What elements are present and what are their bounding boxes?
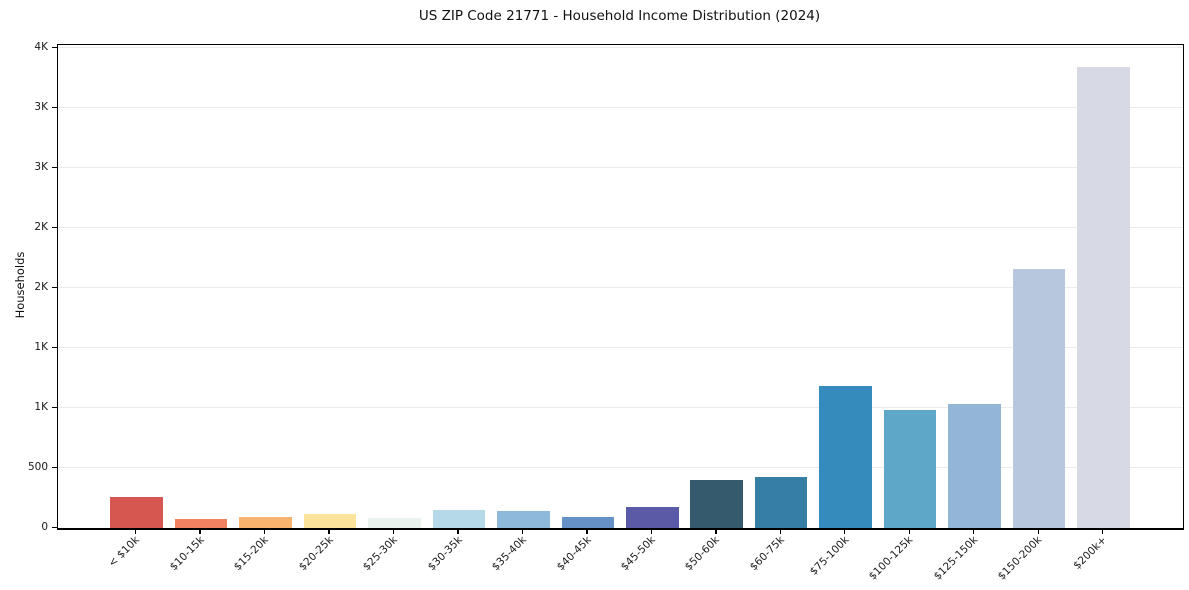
y-tick-label: 3K — [34, 161, 48, 173]
gridline — [58, 227, 1183, 228]
y-tick-label: 0 — [41, 521, 48, 533]
bar-$40-45k — [561, 517, 615, 528]
bar-$150-200k — [1012, 268, 1066, 528]
bar-$35-40k — [497, 510, 550, 528]
x-tick-mark — [199, 529, 201, 534]
bar-$20-25k — [303, 514, 357, 528]
x-tick-mark — [844, 529, 846, 534]
x-tick-mark — [779, 529, 781, 534]
gridline — [58, 107, 1183, 108]
bar-$100-125k — [883, 409, 937, 528]
y-tick-label: 2K — [34, 221, 48, 233]
y-tick-mark — [52, 466, 57, 468]
y-tick-mark — [52, 166, 57, 168]
bar-$10-15k — [174, 519, 228, 528]
y-tick-mark — [52, 526, 57, 528]
x-tick-mark — [715, 529, 717, 534]
y-tick-label: 3K — [34, 101, 48, 113]
y-tick-mark — [52, 106, 57, 108]
y-tick-label: 2K — [34, 281, 48, 293]
gridline — [58, 347, 1183, 348]
bar-$125-150k — [948, 403, 1001, 528]
bar-$200k+ — [1077, 67, 1130, 528]
bar-$25-30k — [368, 517, 421, 528]
x-tick-mark — [1037, 529, 1039, 534]
y-tick-label: 4K — [34, 41, 48, 53]
bar-$30-35k — [432, 510, 486, 528]
y-tick-mark — [52, 226, 57, 228]
bar-$75-100k — [819, 385, 872, 528]
y-tick-mark — [52, 46, 57, 48]
y-tick-label: 1K — [34, 341, 48, 353]
bar-$45-50k — [626, 507, 679, 528]
gridline — [58, 467, 1183, 468]
bar-$50-60k — [690, 480, 743, 528]
plot-area — [57, 44, 1184, 530]
x-tick-mark — [135, 529, 137, 534]
gridline — [58, 167, 1183, 168]
y-tick-mark — [52, 406, 57, 408]
x-tick-mark — [457, 529, 459, 534]
x-tick-mark — [328, 529, 330, 534]
x-tick-mark — [1102, 529, 1104, 534]
y-tick-mark — [52, 286, 57, 288]
x-tick-mark — [973, 529, 975, 534]
y-tick-label: 1K — [34, 401, 48, 413]
y-tick-mark — [52, 346, 57, 348]
chart-title: US ZIP Code 21771 - Household Income Dis… — [418, 8, 821, 24]
y-tick-label: 500 — [27, 461, 48, 473]
bar-< $10k — [110, 497, 163, 528]
gridline — [58, 287, 1183, 288]
bar-$60-75k — [754, 477, 808, 528]
x-tick-mark — [908, 529, 910, 534]
x-tick-mark — [521, 529, 524, 534]
x-tick-mark — [650, 529, 653, 534]
x-tick-mark — [586, 529, 588, 534]
x-tick-mark — [392, 529, 395, 534]
bar-$15-20k — [239, 516, 292, 528]
gridline — [58, 407, 1183, 408]
x-tick-mark — [263, 529, 266, 534]
gridline — [58, 47, 1183, 48]
